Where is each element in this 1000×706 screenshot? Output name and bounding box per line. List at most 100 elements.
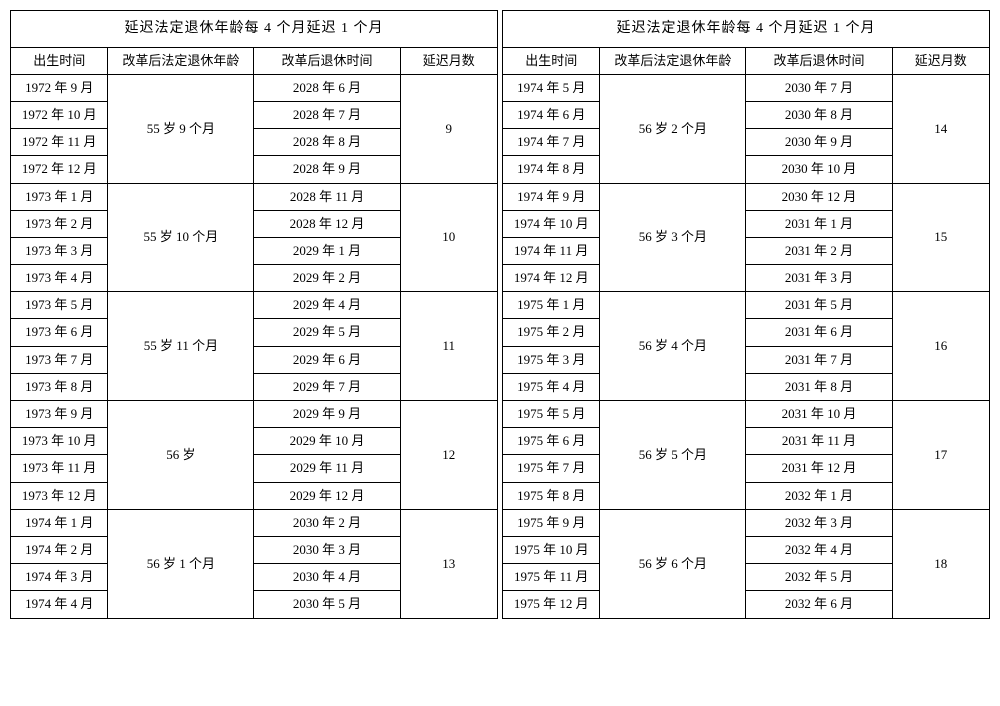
cell-birth: 1972 年 12 月 [11, 156, 108, 183]
table-row: 1972 年 9 月55 岁 9 个月2028 年 6 月9 [11, 74, 498, 101]
header-age: 改革后法定退休年龄 [108, 47, 254, 74]
cell-birth: 1972 年 10 月 [11, 101, 108, 128]
cell-retire-time: 2032 年 1 月 [746, 482, 892, 509]
cell-birth: 1975 年 9 月 [503, 509, 600, 536]
cell-retire-time: 2030 年 8 月 [746, 101, 892, 128]
right-tbody: 1974 年 5 月56 岁 2 个月2030 年 7 月141974 年 6 … [503, 74, 990, 618]
table-container: 延迟法定退休年龄每 4 个月延迟 1 个月 出生时间 改革后法定退休年龄 改革后… [10, 10, 990, 619]
cell-delay: 18 [892, 509, 989, 618]
header-retire-time: 改革后退休时间 [254, 47, 400, 74]
cell-birth: 1973 年 2 月 [11, 210, 108, 237]
left-table-wrap: 延迟法定退休年龄每 4 个月延迟 1 个月 出生时间 改革后法定退休年龄 改革后… [10, 10, 498, 619]
cell-retire-time: 2031 年 5 月 [746, 292, 892, 319]
cell-birth: 1973 年 10 月 [11, 428, 108, 455]
cell-birth: 1974 年 12 月 [503, 265, 600, 292]
cell-birth: 1975 年 7 月 [503, 455, 600, 482]
cell-birth: 1973 年 3 月 [11, 237, 108, 264]
cell-birth: 1975 年 8 月 [503, 482, 600, 509]
cell-birth: 1975 年 12 月 [503, 591, 600, 618]
cell-retire-time: 2031 年 8 月 [746, 373, 892, 400]
table-row: 1975 年 5 月56 岁 5 个月2031 年 10 月17 [503, 401, 990, 428]
cell-retire-time: 2030 年 4 月 [254, 564, 400, 591]
table-row: 1975 年 1 月56 岁 4 个月2031 年 5 月16 [503, 292, 990, 319]
cell-birth: 1973 年 9 月 [11, 401, 108, 428]
cell-retire-time: 2030 年 12 月 [746, 183, 892, 210]
cell-retire-time: 2029 年 11 月 [254, 455, 400, 482]
cell-retire-time: 2030 年 5 月 [254, 591, 400, 618]
cell-retire-time: 2030 年 9 月 [746, 129, 892, 156]
cell-birth: 1974 年 11 月 [503, 237, 600, 264]
cell-retire-time: 2032 年 6 月 [746, 591, 892, 618]
cell-retire-time: 2030 年 10 月 [746, 156, 892, 183]
table-row: 1975 年 9 月56 岁 6 个月2032 年 3 月18 [503, 509, 990, 536]
cell-birth: 1975 年 6 月 [503, 428, 600, 455]
cell-retire-time: 2031 年 11 月 [746, 428, 892, 455]
cell-birth: 1974 年 4 月 [11, 591, 108, 618]
cell-age: 55 岁 11 个月 [108, 292, 254, 401]
cell-retire-time: 2028 年 9 月 [254, 156, 400, 183]
cell-retire-time: 2029 年 5 月 [254, 319, 400, 346]
cell-birth: 1972 年 9 月 [11, 74, 108, 101]
cell-birth: 1974 年 7 月 [503, 129, 600, 156]
cell-delay: 16 [892, 292, 989, 401]
cell-retire-time: 2032 年 5 月 [746, 564, 892, 591]
header-delay: 延迟月数 [400, 47, 497, 74]
cell-birth: 1975 年 11 月 [503, 564, 600, 591]
table-row: 1974 年 1 月56 岁 1 个月2030 年 2 月13 [11, 509, 498, 536]
cell-retire-time: 2031 年 2 月 [746, 237, 892, 264]
cell-retire-time: 2031 年 6 月 [746, 319, 892, 346]
cell-retire-time: 2031 年 3 月 [746, 265, 892, 292]
cell-birth: 1974 年 2 月 [11, 536, 108, 563]
cell-retire-time: 2031 年 7 月 [746, 346, 892, 373]
cell-retire-time: 2029 年 7 月 [254, 373, 400, 400]
cell-birth: 1972 年 11 月 [11, 129, 108, 156]
cell-birth: 1973 年 8 月 [11, 373, 108, 400]
cell-age: 56 岁 6 个月 [600, 509, 746, 618]
header-row: 出生时间 改革后法定退休年龄 改革后退休时间 延迟月数 [503, 47, 990, 74]
cell-birth: 1973 年 7 月 [11, 346, 108, 373]
cell-age: 56 岁 5 个月 [600, 401, 746, 510]
cell-delay: 10 [400, 183, 497, 292]
table-row: 1974 年 9 月56 岁 3 个月2030 年 12 月15 [503, 183, 990, 210]
cell-retire-time: 2028 年 8 月 [254, 129, 400, 156]
cell-birth: 1975 年 4 月 [503, 373, 600, 400]
cell-retire-time: 2029 年 9 月 [254, 401, 400, 428]
right-table-wrap: 延迟法定退休年龄每 4 个月延迟 1 个月 出生时间 改革后法定退休年龄 改革后… [502, 10, 990, 619]
table-row: 1973 年 5 月55 岁 11 个月2029 年 4 月11 [11, 292, 498, 319]
left-tbody: 1972 年 9 月55 岁 9 个月2028 年 6 月91972 年 10 … [11, 74, 498, 618]
retirement-table-right: 延迟法定退休年龄每 4 个月延迟 1 个月 出生时间 改革后法定退休年龄 改革后… [502, 10, 990, 619]
cell-delay: 13 [400, 509, 497, 618]
cell-retire-time: 2030 年 2 月 [254, 509, 400, 536]
cell-delay: 9 [400, 74, 497, 183]
cell-delay: 17 [892, 401, 989, 510]
cell-retire-time: 2032 年 3 月 [746, 509, 892, 536]
header-birth: 出生时间 [503, 47, 600, 74]
cell-age: 55 岁 9 个月 [108, 74, 254, 183]
cell-age: 56 岁 2 个月 [600, 74, 746, 183]
cell-birth: 1973 年 1 月 [11, 183, 108, 210]
cell-age: 56 岁 3 个月 [600, 183, 746, 292]
header-retire-time: 改革后退休时间 [746, 47, 892, 74]
cell-retire-time: 2031 年 12 月 [746, 455, 892, 482]
cell-birth: 1974 年 3 月 [11, 564, 108, 591]
header-row: 出生时间 改革后法定退休年龄 改革后退休时间 延迟月数 [11, 47, 498, 74]
table-title-left: 延迟法定退休年龄每 4 个月延迟 1 个月 [11, 11, 498, 48]
header-birth: 出生时间 [11, 47, 108, 74]
cell-birth: 1975 年 2 月 [503, 319, 600, 346]
cell-birth: 1974 年 1 月 [11, 509, 108, 536]
header-age: 改革后法定退休年龄 [600, 47, 746, 74]
cell-delay: 14 [892, 74, 989, 183]
cell-birth: 1973 年 6 月 [11, 319, 108, 346]
cell-birth: 1973 年 12 月 [11, 482, 108, 509]
cell-retire-time: 2030 年 3 月 [254, 536, 400, 563]
cell-birth: 1975 年 3 月 [503, 346, 600, 373]
cell-retire-time: 2030 年 7 月 [746, 74, 892, 101]
retirement-table-left: 延迟法定退休年龄每 4 个月延迟 1 个月 出生时间 改革后法定退休年龄 改革后… [10, 10, 498, 619]
cell-birth: 1974 年 6 月 [503, 101, 600, 128]
table-title-right: 延迟法定退休年龄每 4 个月延迟 1 个月 [503, 11, 990, 48]
header-delay: 延迟月数 [892, 47, 989, 74]
cell-retire-time: 2028 年 6 月 [254, 74, 400, 101]
cell-retire-time: 2032 年 4 月 [746, 536, 892, 563]
table-row: 1973 年 9 月56 岁2029 年 9 月12 [11, 401, 498, 428]
cell-delay: 11 [400, 292, 497, 401]
